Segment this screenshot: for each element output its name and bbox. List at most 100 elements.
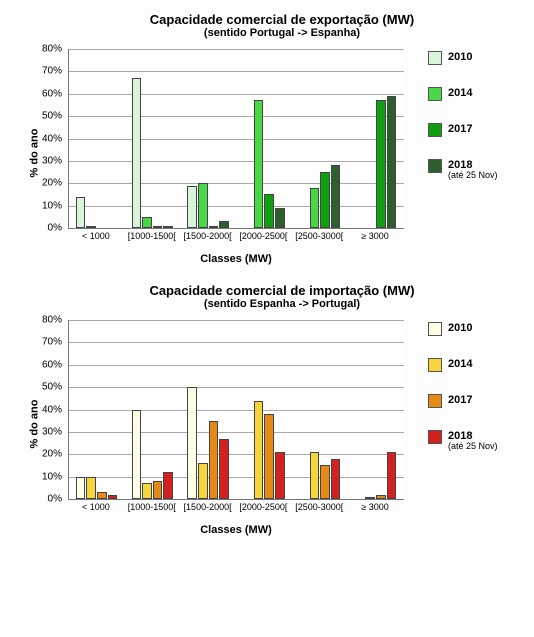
bar bbox=[108, 495, 118, 499]
chart-block: Capacidade comercial de exportação (MW)(… bbox=[4, 12, 530, 265]
chart-subtitle: (sentido Espanha -> Portugal) bbox=[74, 298, 490, 310]
legend-item: 2017 bbox=[428, 123, 524, 137]
legend-item: 2014 bbox=[428, 87, 524, 101]
y-tick-label: 30% bbox=[12, 426, 62, 437]
legend-sublabel: (até 25 Nov) bbox=[448, 171, 498, 181]
bar bbox=[142, 217, 152, 228]
gridline bbox=[69, 49, 404, 50]
bar bbox=[153, 481, 163, 499]
bar bbox=[219, 439, 229, 499]
x-tick-label: ≥ 3000 bbox=[361, 502, 388, 512]
x-tick-label: [1000-1500[ bbox=[128, 502, 176, 512]
legend-sublabel: (até 25 Nov) bbox=[448, 442, 498, 452]
x-tick-label: [1500-2000[ bbox=[184, 502, 232, 512]
x-tick-label: < 1000 bbox=[82, 502, 110, 512]
y-tick-label: 50% bbox=[12, 111, 62, 122]
x-axis-label: Classes (MW) bbox=[68, 253, 404, 265]
legend-label: 2014 bbox=[448, 87, 472, 99]
bar bbox=[198, 463, 208, 499]
x-tick-label: [1500-2000[ bbox=[184, 231, 232, 241]
legend-item: 2014 bbox=[428, 358, 524, 372]
chart-area: % do anoClasses (MW)0%10%20%30%40%50%60%… bbox=[12, 312, 420, 536]
legend-swatch bbox=[428, 123, 442, 137]
gridline bbox=[69, 94, 404, 95]
legend-label: 2014 bbox=[448, 358, 472, 370]
legend-label: 2010 bbox=[448, 51, 472, 63]
bar bbox=[365, 497, 375, 499]
legend-swatch bbox=[428, 430, 442, 444]
y-tick-label: 20% bbox=[12, 449, 62, 460]
bar bbox=[275, 452, 285, 499]
legend-swatch bbox=[428, 358, 442, 372]
chart-subtitle: (sentido Portugal -> Espanha) bbox=[74, 27, 490, 39]
legend-item: 2010 bbox=[428, 322, 524, 336]
legend-item: 2017 bbox=[428, 394, 524, 408]
legend-item: 2010 bbox=[428, 51, 524, 65]
gridline bbox=[69, 387, 404, 388]
bar bbox=[86, 226, 96, 228]
bar bbox=[275, 208, 285, 228]
x-tick-label: [2500-3000[ bbox=[295, 231, 343, 241]
y-tick-label: 50% bbox=[12, 382, 62, 393]
legend-swatch bbox=[428, 394, 442, 408]
bar bbox=[209, 421, 219, 499]
gridline bbox=[69, 161, 404, 162]
x-axis-label: Classes (MW) bbox=[68, 524, 404, 536]
bar bbox=[198, 183, 208, 228]
legend-label: 2017 bbox=[448, 123, 472, 135]
bar bbox=[320, 465, 330, 499]
legend-label: 2010 bbox=[448, 322, 472, 334]
legend: 2010201420172018(até 25 Nov) bbox=[428, 41, 524, 203]
x-tick-label: [2000-2500[ bbox=[239, 502, 287, 512]
gridline bbox=[69, 432, 404, 433]
gridline bbox=[69, 139, 404, 140]
legend-swatch bbox=[428, 322, 442, 336]
gridline bbox=[69, 410, 404, 411]
gridline bbox=[69, 477, 404, 478]
bar bbox=[310, 452, 320, 499]
gridline bbox=[69, 320, 404, 321]
y-tick-label: 10% bbox=[12, 471, 62, 482]
bar bbox=[163, 226, 173, 228]
y-tick-label: 60% bbox=[12, 359, 62, 370]
y-tick-label: 40% bbox=[12, 404, 62, 415]
bar bbox=[320, 172, 330, 228]
chart-block: Capacidade comercial de importação (MW)(… bbox=[4, 283, 530, 536]
bar bbox=[86, 477, 96, 499]
y-tick-label: 30% bbox=[12, 155, 62, 166]
gridline bbox=[69, 342, 404, 343]
bar bbox=[209, 226, 219, 228]
chart-area: % do anoClasses (MW)0%10%20%30%40%50%60%… bbox=[12, 41, 420, 265]
y-tick-label: 80% bbox=[12, 315, 62, 326]
bar bbox=[76, 477, 86, 499]
bar bbox=[387, 452, 397, 499]
legend-label: 2017 bbox=[448, 394, 472, 406]
bar bbox=[264, 194, 274, 228]
y-tick-label: 80% bbox=[12, 44, 62, 55]
bar bbox=[331, 459, 341, 499]
chart-title: Capacidade comercial de exportação (MW) bbox=[74, 12, 490, 27]
bar bbox=[76, 197, 86, 228]
bar bbox=[153, 226, 163, 228]
y-tick-label: 20% bbox=[12, 178, 62, 189]
bar bbox=[376, 495, 386, 499]
y-tick-label: 70% bbox=[12, 337, 62, 348]
bar bbox=[219, 221, 229, 228]
bar bbox=[132, 78, 142, 228]
gridline bbox=[69, 454, 404, 455]
y-tick-label: 60% bbox=[12, 88, 62, 99]
gridline bbox=[69, 116, 404, 117]
legend-item: 2018(até 25 Nov) bbox=[428, 430, 524, 452]
gridline bbox=[69, 365, 404, 366]
plot-region bbox=[68, 49, 404, 229]
legend: 2010 2014 2017 2018(até 25 Nov) bbox=[428, 312, 524, 474]
bar bbox=[132, 410, 142, 500]
y-tick-label: 0% bbox=[12, 494, 62, 505]
bar bbox=[264, 414, 274, 499]
x-tick-label: [2500-3000[ bbox=[295, 502, 343, 512]
y-tick-label: 40% bbox=[12, 133, 62, 144]
legend-swatch bbox=[428, 51, 442, 65]
bar bbox=[163, 472, 173, 499]
bar bbox=[387, 96, 397, 228]
legend-swatch bbox=[428, 87, 442, 101]
